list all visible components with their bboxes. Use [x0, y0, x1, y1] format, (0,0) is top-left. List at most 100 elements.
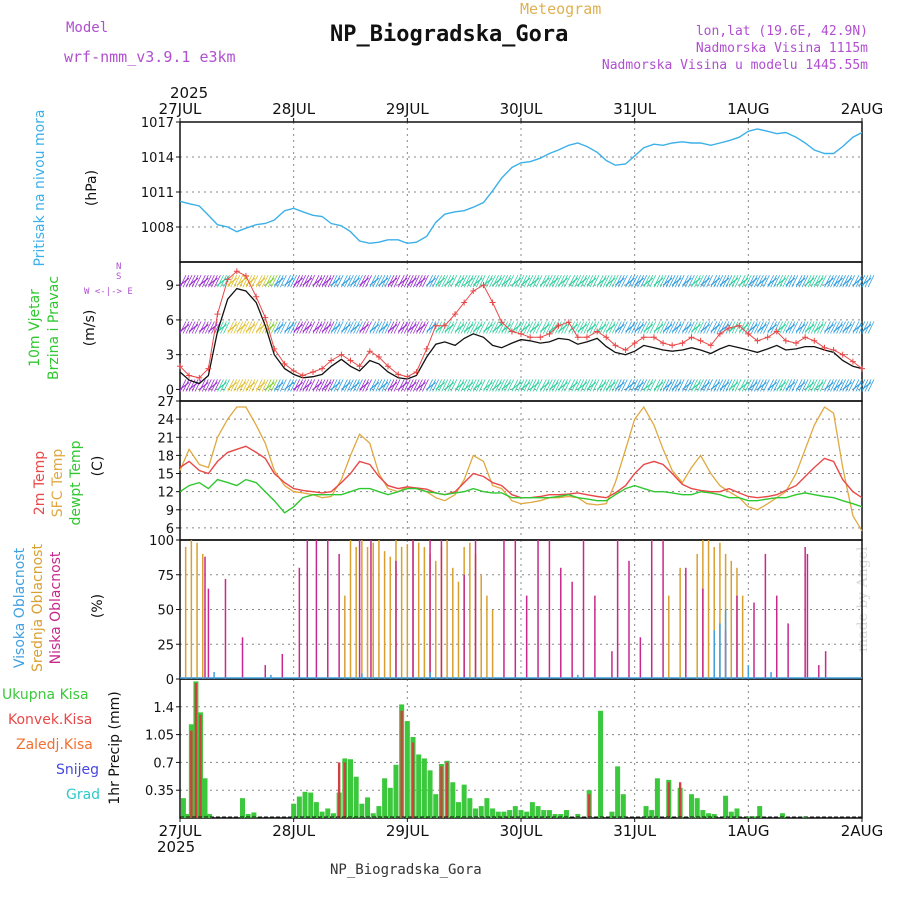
- wind-barb-hatch: [810, 274, 818, 288]
- wind-barb-hatch: [819, 274, 827, 288]
- wind-barb-hatch: [798, 321, 806, 334]
- wind-barb-hatch: [438, 321, 446, 334]
- time-label-bottom: 1AUG: [727, 822, 769, 840]
- wind-barb-hatch: [637, 321, 645, 334]
- wind-barb-hatch: [372, 321, 380, 334]
- wind-barb-hatch: [284, 379, 291, 392]
- wind-barb-hatch: [649, 274, 657, 288]
- wind-barb-hatch: [347, 379, 354, 392]
- time-label-bottom: 30JUL: [500, 822, 543, 840]
- wind-barb-hatch: [611, 321, 619, 334]
- precip-total-bar: [302, 791, 308, 818]
- wind-barb-hatch: [378, 321, 386, 334]
- wind-barb-hatch: [214, 274, 221, 288]
- wind-barb-hatch: [403, 274, 411, 288]
- wind-barb-hatch: [321, 379, 329, 392]
- precip-total-bar: [313, 802, 319, 818]
- wind-barb-hatch: [656, 321, 664, 334]
- wind-barb-hatch: [412, 274, 420, 288]
- wind-barb-hatch: [549, 379, 556, 392]
- legend-snow: Snijeg: [56, 762, 100, 778]
- wind-barb-hatch: [438, 274, 446, 288]
- precip-total-bar: [757, 806, 763, 818]
- wind-barb-hatch: [653, 321, 661, 334]
- wind-barb-hatch: [359, 379, 366, 392]
- gust-marker: [603, 334, 610, 341]
- wind-barb-hatch: [855, 379, 863, 392]
- wind-barb-hatch: [435, 274, 443, 288]
- wind-barb-hatch: [333, 321, 341, 334]
- wind-barb-hatch: [315, 321, 323, 334]
- wind-barb-hatch: [734, 321, 742, 334]
- wind-barb-hatch: [691, 274, 698, 288]
- precip-total-bar: [507, 810, 513, 818]
- wind-barb-hatch: [384, 274, 392, 288]
- wind-barb-hatch: [188, 321, 196, 334]
- wind-barb-hatch: [182, 321, 190, 334]
- gust-marker: [707, 342, 714, 349]
- gust-marker: [726, 325, 733, 332]
- wind-barb-hatch: [694, 379, 701, 392]
- wind-barb-hatch: [287, 379, 294, 392]
- gust-marker: [233, 268, 240, 275]
- wind-barb-hatch: [694, 321, 701, 334]
- wind-barb-hatch: [722, 379, 730, 392]
- wind-barb-hatch: [511, 274, 519, 288]
- wind-barb-hatch: [460, 379, 468, 392]
- wind-barb-hatch: [577, 274, 585, 288]
- gust-marker: [366, 348, 373, 355]
- wind-barb-hatch: [469, 274, 477, 288]
- wind-barb-hatch: [511, 379, 519, 392]
- precip-total-bar: [365, 797, 371, 818]
- wind-barb-hatch: [242, 321, 250, 334]
- wind-barb-hatch: [804, 321, 812, 334]
- wind-barb-hatch: [239, 274, 247, 288]
- wind-barb-hatch: [273, 274, 281, 288]
- precip-total-bar: [427, 770, 433, 818]
- wind-compass: W <-|-> E: [84, 287, 133, 297]
- precip-total-bar: [575, 814, 581, 818]
- wind-barb-hatch: [625, 379, 632, 392]
- dewpt-line: [179, 478, 863, 514]
- model-label: Model: [66, 20, 109, 36]
- wind-barb-hatch: [504, 379, 512, 392]
- wind-barb-hatch: [719, 321, 727, 334]
- wind-barb-hatch: [634, 379, 642, 392]
- wind-barb-hatch: [191, 321, 199, 334]
- wind-barb-hatch: [716, 274, 724, 288]
- wind-barb-hatch: [344, 321, 351, 334]
- y-tick-label: 1.05: [145, 729, 174, 744]
- wind-barb-hatch: [450, 274, 458, 288]
- time-label-top: 31JUL: [613, 100, 656, 118]
- wind-barb-hatch: [422, 321, 429, 334]
- wind-barb-hatch: [782, 379, 790, 392]
- elevation-label: Nadmorska Visina 1115m: [695, 41, 868, 56]
- wind-barb-hatch: [747, 379, 755, 392]
- sfc-temp-line: [179, 405, 863, 532]
- gust-marker: [253, 293, 260, 300]
- wind-barb-hatch: [293, 379, 301, 392]
- wind-barb-hatch: [773, 379, 781, 392]
- wind-barb-hatch: [242, 274, 250, 288]
- gust-marker: [271, 345, 278, 352]
- wind-barb-hatch: [571, 274, 579, 288]
- wind-barb-hatch: [542, 379, 550, 392]
- gust-marker: [356, 363, 363, 370]
- wind-barb-hatch: [697, 379, 704, 392]
- wind-barb-hatch: [341, 379, 348, 392]
- wind-barb-hatch: [182, 274, 190, 288]
- wind-barb-hatch: [489, 321, 496, 334]
- wind-barb-hatch: [390, 321, 398, 334]
- wind-barb-hatch: [760, 274, 767, 288]
- wind-barb-hatch: [620, 321, 628, 334]
- wind-barb-hatch: [677, 379, 685, 392]
- wind-barb-hatch: [365, 274, 372, 288]
- precip-total-bar: [376, 806, 382, 818]
- precip-total-bar: [393, 764, 399, 818]
- wind-barb-hatch: [359, 321, 366, 334]
- wind-barb-hatch: [466, 274, 474, 288]
- precip-total-bar: [180, 798, 186, 818]
- time-label-bottom: 28JUL: [272, 822, 315, 840]
- wind-barb-hatch: [211, 379, 218, 392]
- wind-barb-hatch: [400, 379, 408, 392]
